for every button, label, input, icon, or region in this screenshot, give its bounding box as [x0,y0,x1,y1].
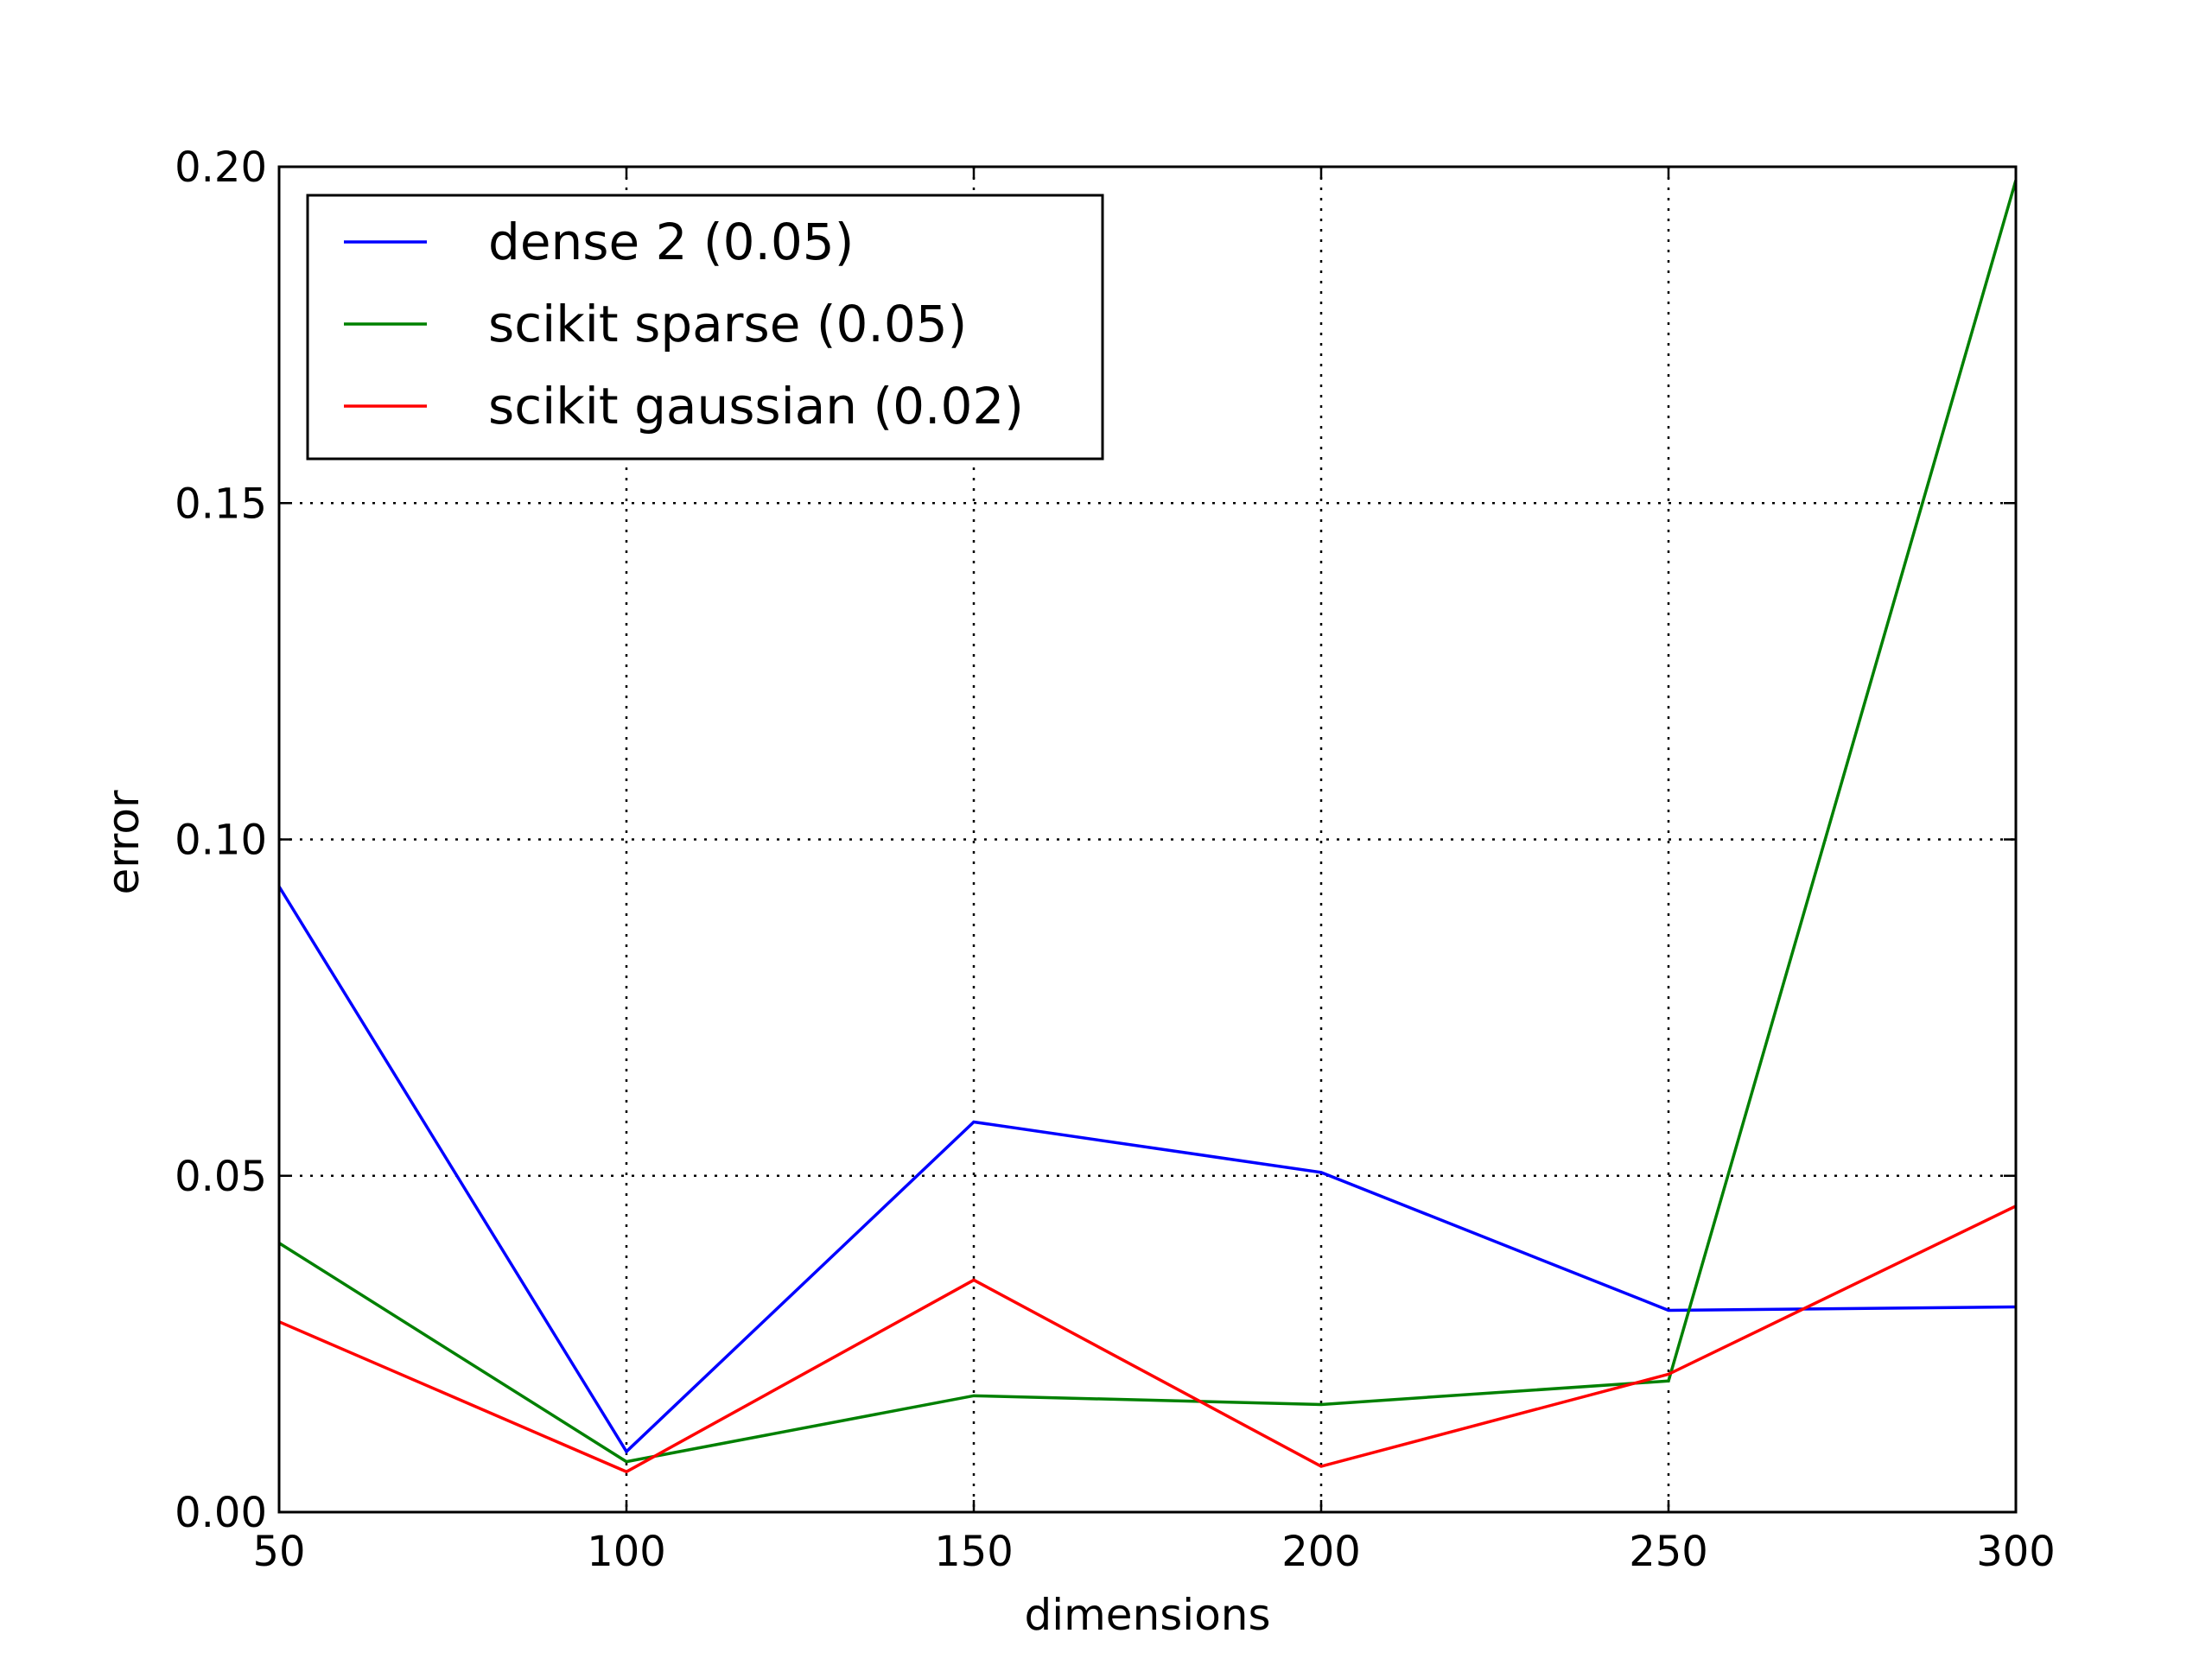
x-tick-label: 250 [1629,1528,1708,1576]
legend-label: dense 2 (0.05) [488,213,854,271]
legend-box [306,194,1104,461]
axis-ticks [277,165,2018,1514]
x-tick-label: 200 [1281,1528,1361,1576]
y-tick-labels: 0.00 0.05 0.10 0.15 0.20 [175,143,267,1537]
series-line-dense-2-0-05 [277,886,2017,1454]
series-lines [277,180,2018,1474]
y-axis-title: error [99,790,149,894]
x-tick-labels: 50 100 150 200 250 300 [252,1528,2055,1576]
y-tick-label: 0.00 [175,1489,267,1537]
x-tick-label: 50 [252,1528,305,1576]
grid-lines [279,167,2016,1512]
legend: dense 2 (0.05) scikit sparse (0.05) scikit… [306,194,1104,461]
x-tick-label: 300 [1976,1528,2056,1576]
legend-label: scikit gaussian (0.02) [488,377,1024,435]
y-tick-label: 0.15 [175,480,267,528]
y-tick-label: 0.05 [175,1153,267,1201]
legend-label: scikit sparse (0.05) [488,295,967,353]
x-axis-title: dimensions [1024,1590,1270,1640]
y-tick-label: 0.10 [175,817,267,865]
series-line-scikit-sparse-0-05 [278,180,2018,1464]
x-tick-label: 100 [587,1528,666,1576]
legend-entries: dense 2 (0.05) scikit sparse (0.05) scikit… [344,213,1024,435]
y-tick-label: 0.20 [175,143,267,192]
x-tick-label: 150 [934,1528,1014,1576]
series-line-scikit-gaussian-0-02 [278,1205,2017,1474]
